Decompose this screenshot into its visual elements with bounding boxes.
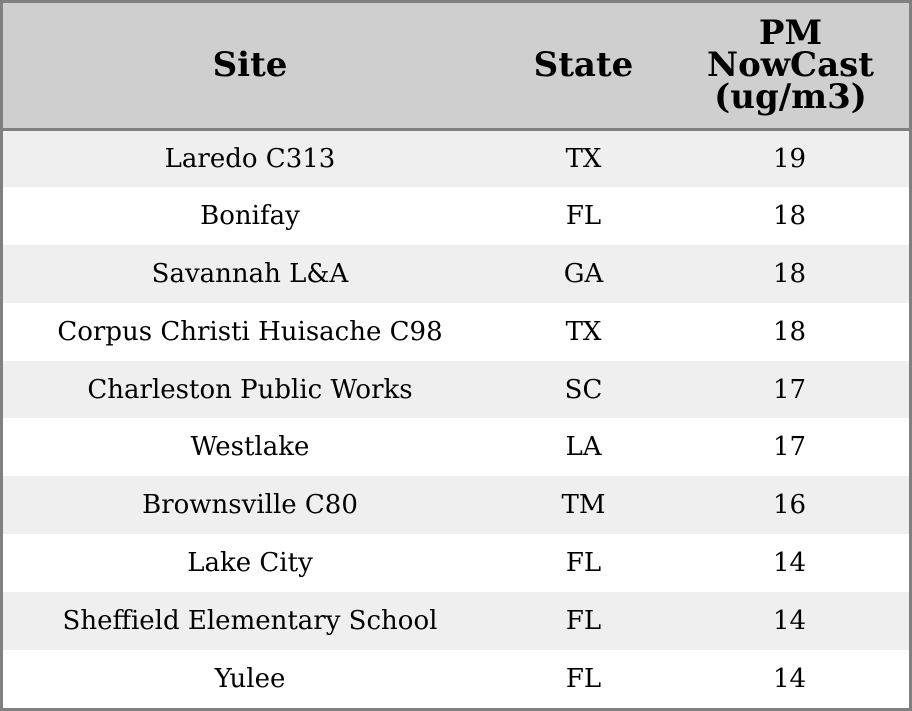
cell-state: LA: [565, 432, 602, 463]
cell-state: GA: [563, 258, 604, 289]
table-row: Brownsville C80 TM 16: [3, 476, 909, 535]
column-header-pm-line-2: NowCast: [707, 45, 874, 86]
table-row: Sheffield Elementary School FL 14: [3, 592, 909, 651]
cell-site: Bonifay: [200, 200, 300, 231]
cell-pm-nowcast: 18: [772, 258, 807, 289]
table-row: Yulee FL 14: [3, 650, 909, 708]
cell-pm-nowcast: 19: [772, 143, 807, 174]
column-header-site: Site: [3, 3, 497, 131]
table-row: Westlake LA 17: [3, 418, 909, 477]
table-row: Charleston Public Works SC 17: [3, 360, 909, 419]
table-row: Corpus Christi Huisache C98 TX 18: [3, 302, 909, 361]
table-body: Laredo C313 TX 19 Bonifay FL 18 Savannah L&A GA…: [3, 129, 909, 708]
cell-pm-nowcast: 17: [772, 432, 807, 463]
cell-state: TM: [561, 490, 606, 521]
table-header-row: Site State PM NowCast (ug/m3): [3, 3, 909, 131]
cell-site: Savannah L&A: [151, 258, 349, 289]
cell-pm-nowcast: 14: [772, 548, 807, 579]
cell-pm-nowcast: 18: [772, 316, 807, 347]
column-header-state: State: [497, 3, 670, 131]
cell-site: Westlake: [190, 432, 310, 463]
table-row: Laredo C313 TX 19: [3, 129, 909, 187]
column-header-pm-line-3: (ug/m3): [714, 77, 867, 118]
cell-state: FL: [565, 200, 602, 231]
column-header-pm-nowcast: PM NowCast (ug/m3): [670, 3, 909, 131]
column-header-pm-line-1: PM: [758, 13, 823, 54]
cell-site: Yulee: [214, 663, 286, 694]
cell-pm-nowcast: 16: [772, 490, 807, 521]
cell-site: Charleston Public Works: [87, 374, 413, 405]
table-row: Lake City FL 14: [3, 534, 909, 593]
cell-state: TX: [565, 143, 602, 174]
cell-site: Lake City: [187, 548, 313, 579]
cell-site: Laredo C313: [164, 143, 336, 174]
cell-pm-nowcast: 17: [772, 374, 807, 405]
cell-state: FL: [565, 606, 602, 637]
table-row: Bonifay FL 18: [3, 186, 909, 245]
cell-pm-nowcast: 18: [772, 200, 807, 231]
cell-state: FL: [565, 548, 602, 579]
cell-pm-nowcast: 14: [772, 663, 807, 694]
table-row: Savannah L&A GA 18: [3, 244, 909, 303]
cell-state: FL: [565, 663, 602, 694]
pm-nowcast-table: Site State PM NowCast (ug/m3) Laredo C31…: [3, 3, 909, 708]
cell-state: TX: [565, 316, 602, 347]
cell-site: Brownsville C80: [142, 490, 358, 521]
cell-site: Sheffield Elementary School: [62, 606, 438, 637]
cell-site: Corpus Christi Huisache C98: [57, 316, 443, 347]
cell-state: SC: [564, 374, 603, 405]
cell-pm-nowcast: 14: [772, 606, 807, 637]
